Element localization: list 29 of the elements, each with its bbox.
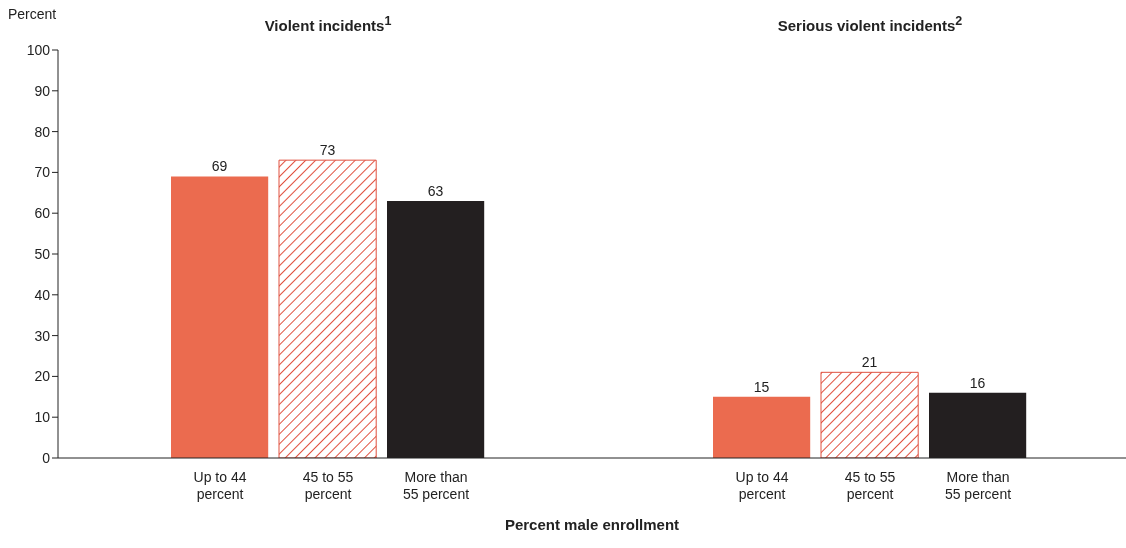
- y-tick-label: 0: [42, 449, 51, 466]
- y-tick-label: 90: [34, 82, 51, 99]
- x-tick-label: More than 55 percent: [402, 469, 470, 502]
- data-label: 73: [319, 142, 336, 159]
- x-tick-label: More than 55 percent: [944, 469, 1012, 502]
- y-tick-label: 80: [34, 123, 51, 140]
- data-label: 21: [861, 354, 878, 371]
- y-tick-label: 40: [34, 286, 51, 303]
- y-tick-label: 30: [34, 327, 51, 344]
- y-tick-label: 20: [34, 368, 51, 385]
- chart-title: Violent incidents$^{1}$: [263, 14, 393, 34]
- chart-title: Serious violent incidents$^{2}$: [776, 14, 964, 34]
- x-tick-label: Up to 44 percent: [193, 469, 247, 502]
- y-tick-label: 50: [34, 245, 51, 262]
- x-axis-title: Percent male enrollment: [503, 516, 681, 533]
- bar: [278, 159, 377, 458]
- data-label: 15: [753, 378, 770, 395]
- bar: [171, 176, 269, 458]
- y-tick-label: 100: [26, 41, 51, 58]
- x-tick-label: 45 to 55 percent: [844, 469, 896, 502]
- y-tick-label: 70: [34, 164, 51, 181]
- data-label: 16: [969, 374, 986, 391]
- y-tick-label: 10: [34, 409, 51, 426]
- y-axis-title: Percent: [8, 6, 57, 22]
- data-label: 63: [427, 182, 444, 199]
- x-tick-label: Up to 44 percent: [735, 469, 789, 502]
- x-tick-label: 45 to 55 percent: [302, 469, 354, 502]
- data-label: 69: [211, 158, 228, 175]
- y-tick-label: 60: [34, 205, 51, 222]
